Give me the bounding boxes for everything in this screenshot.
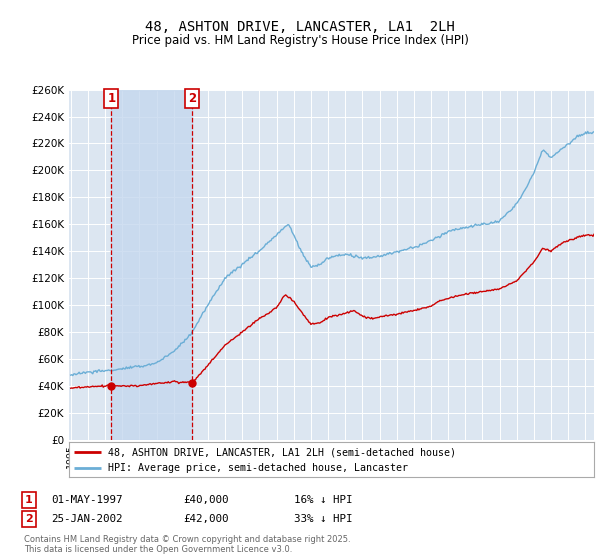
Text: 1: 1 bbox=[25, 495, 32, 505]
Text: 33% ↓ HPI: 33% ↓ HPI bbox=[294, 514, 353, 524]
Text: 2: 2 bbox=[188, 92, 196, 105]
Text: 16% ↓ HPI: 16% ↓ HPI bbox=[294, 495, 353, 505]
Text: Contains HM Land Registry data © Crown copyright and database right 2025.
This d: Contains HM Land Registry data © Crown c… bbox=[24, 535, 350, 554]
Text: £42,000: £42,000 bbox=[183, 514, 229, 524]
Bar bbox=[112, 90, 192, 440]
Text: £40,000: £40,000 bbox=[183, 495, 229, 505]
Text: Price paid vs. HM Land Registry's House Price Index (HPI): Price paid vs. HM Land Registry's House … bbox=[131, 34, 469, 46]
Text: 48, ASHTON DRIVE, LANCASTER, LA1  2LH: 48, ASHTON DRIVE, LANCASTER, LA1 2LH bbox=[145, 20, 455, 34]
Text: 25-JAN-2002: 25-JAN-2002 bbox=[51, 514, 122, 524]
Text: 01-MAY-1997: 01-MAY-1997 bbox=[51, 495, 122, 505]
Text: 2: 2 bbox=[25, 514, 32, 524]
Text: 48, ASHTON DRIVE, LANCASTER, LA1 2LH (semi-detached house): 48, ASHTON DRIVE, LANCASTER, LA1 2LH (se… bbox=[109, 447, 457, 457]
Text: HPI: Average price, semi-detached house, Lancaster: HPI: Average price, semi-detached house,… bbox=[109, 464, 409, 473]
Text: 1: 1 bbox=[107, 92, 115, 105]
